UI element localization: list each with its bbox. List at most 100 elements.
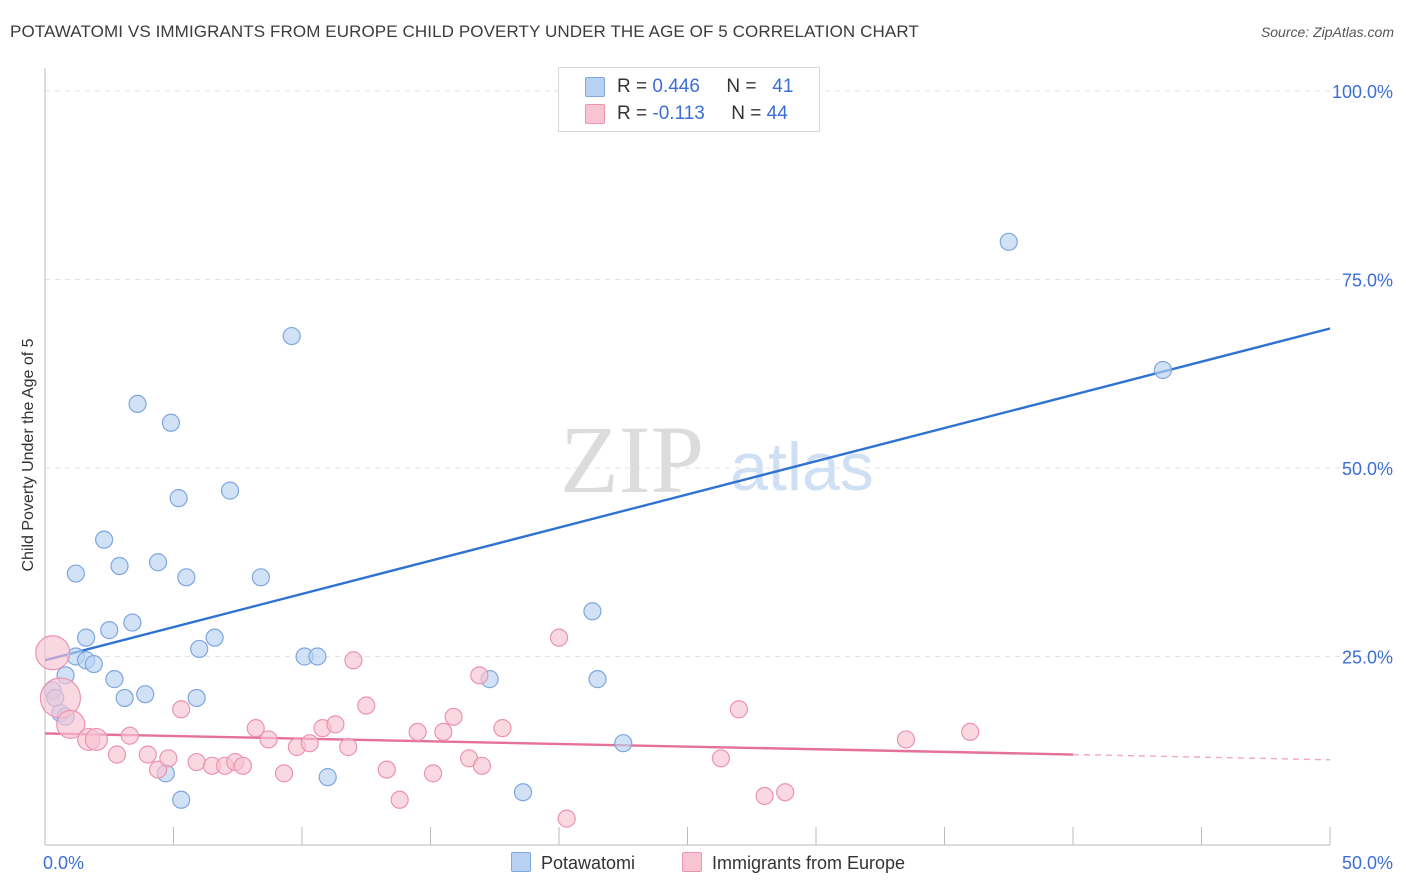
immigrants-point	[120, 726, 139, 745]
potawatomi-trend-line	[44, 327, 1331, 662]
r-value: 0.446	[652, 76, 700, 97]
r-value: -0.113	[652, 103, 705, 124]
potawatomi-point	[251, 568, 270, 587]
potawatomi-point	[220, 481, 240, 500]
immigrants-point	[896, 730, 916, 749]
immigrants-point	[107, 745, 127, 764]
y-tick-label: 75.0%	[1342, 271, 1393, 291]
immigrants-point	[344, 651, 363, 670]
n-label: N =	[731, 103, 762, 124]
immigrants-point	[187, 752, 206, 772]
immigrants-point	[961, 722, 980, 742]
legend-label: Potawatomi	[541, 853, 636, 873]
potawatomi-point	[115, 688, 134, 708]
immigrants-point	[233, 756, 252, 775]
potawatomi-point	[95, 530, 114, 549]
y-tick-label: 25.0%	[1342, 648, 1393, 668]
potawatomi-point	[614, 734, 633, 753]
grid-lines	[45, 90, 1390, 657]
immigrants-point	[339, 737, 358, 757]
immigrants-trend-extension	[1072, 753, 1331, 761]
immigrants-point	[138, 745, 157, 764]
potawatomi-point	[172, 790, 191, 809]
y-tick-label: 50.0%	[1342, 459, 1393, 479]
immigrants-point	[377, 760, 396, 779]
legend-swatch-blue	[585, 77, 605, 97]
potawatomi-point	[588, 670, 607, 689]
n-value: 44	[766, 103, 788, 124]
immigrants-point	[423, 764, 443, 783]
potawatomi-point	[999, 232, 1018, 251]
tick-labels: 25.0% 50.0% 75.0% 100.0% 0.0% 50.0%	[43, 82, 1393, 873]
y-axis-label: Child Poverty Under the Age of 5	[20, 338, 37, 572]
potawatomi-point	[128, 394, 147, 414]
potawatomi-point	[308, 647, 327, 666]
legend-swatch-pink	[682, 852, 702, 872]
potawatomi-point	[190, 639, 209, 659]
immigrants-point	[557, 809, 576, 828]
immigrants-point	[470, 666, 489, 685]
y-tick-label: 100.0%	[1332, 82, 1393, 102]
x-tick-label: 0.0%	[43, 853, 84, 873]
immigrants-point	[549, 628, 569, 647]
potawatomi-point	[136, 685, 155, 704]
legend-swatch-pink	[585, 104, 605, 124]
legend-label: Immigrants from Europe	[712, 853, 906, 873]
immigrants-point	[35, 635, 71, 671]
x-tick-label: 50.0%	[1342, 853, 1393, 873]
immigrants-point	[444, 707, 463, 726]
immigrants-point	[472, 756, 491, 775]
potawatomi-point	[187, 688, 206, 708]
immigrants-point	[408, 722, 427, 742]
immigrants-point	[159, 749, 178, 768]
potawatomi-point	[205, 628, 224, 647]
immigrants-point	[274, 764, 294, 783]
source-label: Source: ZipAtlas.com	[1260, 24, 1394, 40]
potawatomi-point	[282, 326, 301, 346]
potawatomi-point	[177, 568, 196, 587]
immigrants-trend-line	[44, 732, 1074, 756]
immigrants-point	[56, 709, 86, 739]
immigrants-point	[776, 783, 795, 802]
potawatomi-point	[148, 553, 168, 572]
immigrants-point	[357, 696, 376, 715]
potawatomi-point	[583, 602, 602, 621]
immigrants-point	[172, 700, 191, 719]
correlation-legend: R = 0.446 N = 41 R = -0.113 N = 44	[558, 67, 820, 132]
immigrants-point	[246, 719, 265, 738]
potawatomi-point	[84, 654, 103, 674]
immigrants-point	[493, 719, 512, 738]
immigrants-point	[755, 786, 774, 806]
potawatomi-point	[161, 413, 181, 432]
immigrants-point	[711, 749, 731, 768]
watermark-zip: ZIP	[560, 406, 704, 513]
watermark-atlas: atlas	[730, 429, 874, 505]
immigrants-point	[434, 722, 453, 742]
potawatomi-point	[169, 489, 188, 508]
potawatomi-point	[105, 670, 124, 689]
n-label: N =	[726, 76, 757, 97]
immigrants-point	[300, 734, 319, 753]
legend-swatch-blue	[511, 852, 531, 872]
potawatomi-point	[1153, 360, 1173, 380]
n-value: 41	[772, 76, 794, 97]
potawatomi-point	[110, 556, 129, 576]
axes	[44, 68, 1331, 846]
immigrants-point	[148, 760, 168, 779]
trend-lines	[44, 327, 1331, 761]
r-label: R =	[617, 76, 648, 97]
immigrants-point	[729, 700, 749, 719]
immigrants-point	[390, 790, 409, 809]
potawatomi-point	[66, 564, 85, 583]
potawatomi-point	[318, 768, 337, 787]
r-label: R =	[617, 103, 648, 124]
chart-title: POTAWATOMI VS IMMIGRANTS FROM EUROPE CHI…	[10, 22, 919, 41]
bottom-legend-immigrants: Immigrants from Europe	[682, 852, 905, 874]
potawatomi-point	[77, 628, 96, 647]
bottom-legend-potawatomi: Potawatomi	[511, 852, 635, 874]
immigrants-point	[84, 727, 109, 752]
potawatomi-point	[513, 783, 533, 802]
immigrants-point	[259, 730, 278, 749]
potawatomi-point	[100, 621, 119, 640]
